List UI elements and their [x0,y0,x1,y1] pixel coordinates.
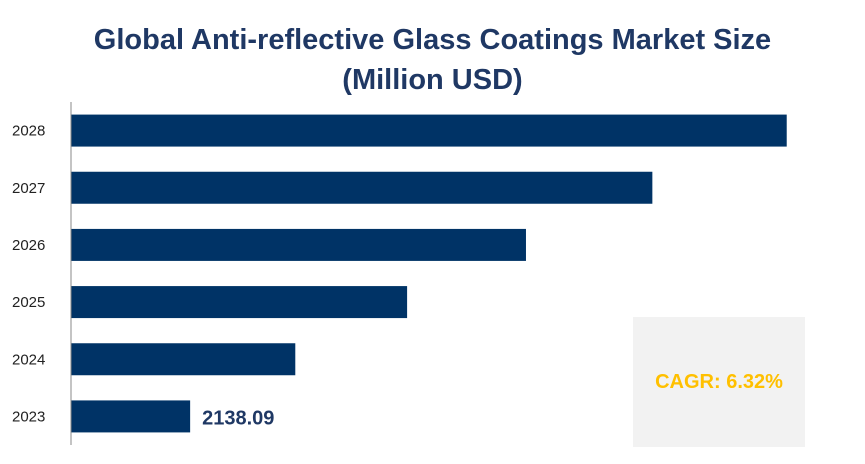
bar-2025 [71,286,408,319]
bar-2023 [71,400,191,433]
y-tick-label-2028: 2028 [12,123,45,140]
chart-title-line-2: (Million USD) [342,64,523,96]
bar-2024 [71,343,296,376]
y-tick-label-2024: 2024 [12,351,45,368]
cagr-box: CAGR: 6.32% [633,317,805,447]
cagr-label: CAGR: 6.32% [655,370,783,393]
y-tick-label-2026: 2026 [12,237,45,254]
y-tick-label-2025: 2025 [12,294,45,311]
data-label-2023: 2138.09 [202,407,274,429]
chart-title-line-1: Global Anti-reflective Glass Coatings Ma… [93,24,772,56]
bar-2027 [71,171,653,204]
y-tick-label-2027: 2027 [12,180,45,197]
y-tick-label-2023: 2023 [12,408,45,425]
bar-2026 [71,228,526,261]
bar-2028 [71,114,787,147]
